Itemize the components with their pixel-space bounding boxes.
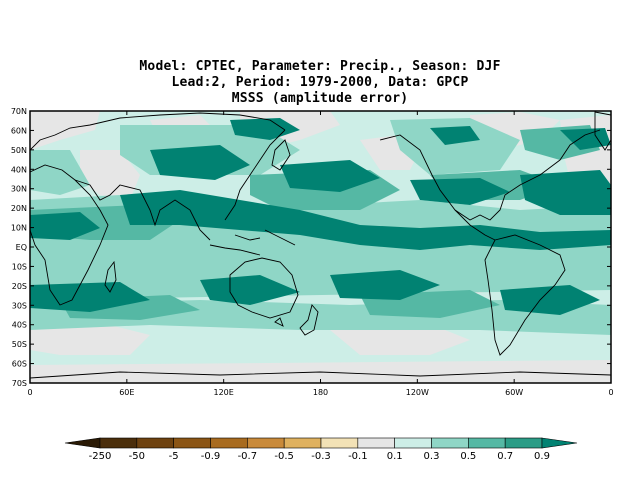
lat-label: 60N [11,126,27,135]
colorbar-box [136,437,174,449]
colorbar-end-low [64,437,101,449]
lat-label: 50N [11,146,27,155]
colorbar-box [357,437,395,449]
skill-field [30,111,611,383]
lat-label: 10S [12,262,27,271]
lat-label: 70S [12,379,27,388]
lon-label: 0 [27,388,32,397]
colorbar-end-high [541,437,578,449]
colorbar-box [394,437,432,449]
colorbar-label: -0.7 [237,451,258,462]
colorbar-label: 0.7 [497,451,514,462]
lat-label: 20N [11,204,27,213]
coastlines [30,111,611,379]
lon-label: 60E [119,388,134,397]
colorbar-box [431,437,469,449]
lon-label: 120E [214,388,234,397]
colorbar-label: 0.5 [460,451,477,462]
lat-label: 30N [11,185,27,194]
lat-label: 40S [12,321,27,330]
lat-label: 10N [11,224,27,233]
colorbar-label: 0.9 [534,451,550,462]
colorbar-label: -50 [128,451,145,462]
lat-label: 50S [12,340,27,349]
lon-label: 120W [406,388,429,397]
colorbar-box [320,437,359,449]
field-top-areas [30,118,611,315]
colorbar-box [504,437,543,449]
colorbar-label: -0.5 [274,451,294,462]
longitude-axis: 0 60E 120E 180 120W 60W 0 [27,111,614,397]
colorbar-label: 0.3 [423,451,440,462]
colorbar-box [468,437,506,449]
title-line-2: Lead:2, Period: 1979-2000, Data: GPCP [171,75,469,90]
lat-label: 20S [12,282,27,291]
colorbar-label: 0.1 [386,451,403,462]
lat-label: 70N [11,107,27,116]
colorbar-label: -0.3 [311,451,331,462]
title-line-1: Model: CPTEC, Parameter: Precip., Season… [139,59,501,74]
lat-label: 40N [11,165,27,174]
colorbar-box [99,437,138,449]
lon-label: 0 [608,388,613,397]
colorbar-label: -5 [168,451,179,462]
lon-label: 180 [313,388,328,397]
colorbar-label: -0.9 [200,451,221,462]
lat-label: 30S [12,301,27,310]
colorbar-box [247,437,285,449]
title-line-3: MSSS (amplitude error) [231,91,409,106]
colorbar-label: -0.1 [348,451,368,462]
colorbar [64,437,578,449]
lat-label: EQ [16,243,27,252]
lat-label: 60S [12,360,27,369]
colorbar-box [283,437,322,449]
latitude-axis: 70N 60N 50N 40N 30N 20N 10N EQ 10S 20S 30S 40S 50S 60… [11,107,611,388]
colorbar-box [210,437,248,449]
colorbar-box [173,437,211,449]
lon-label: 60W [505,388,523,397]
colorbar-label: -250 [88,451,112,462]
